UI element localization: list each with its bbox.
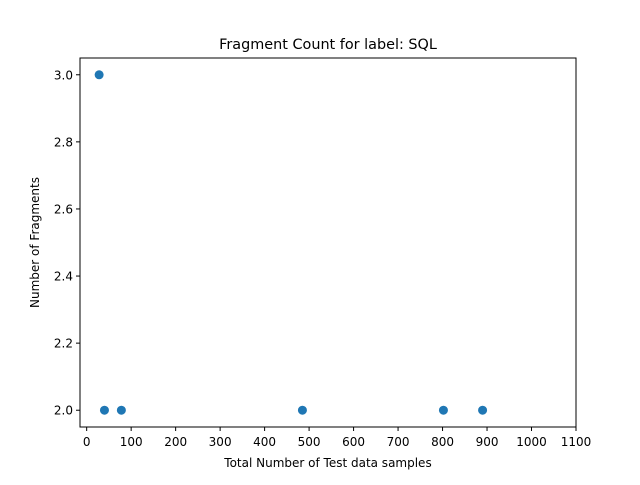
chart-title: Fragment Count for label: SQL: [219, 37, 437, 53]
y-axis-ticks: 2.0 2.2 2.4 2.6 2.8 3.0: [54, 68, 80, 418]
x-tick-label: 1000: [516, 435, 547, 449]
x-axis-label: Total Number of Test data samples: [223, 456, 431, 470]
y-tick-label: 2.2: [54, 337, 73, 351]
y-tick-label: 2.4: [54, 270, 73, 284]
x-tick-label: 300: [209, 435, 232, 449]
x-tick-label: 700: [387, 435, 410, 449]
data-point-2: [99, 405, 109, 415]
data-point-4: [297, 405, 307, 415]
y-tick-label: 2.8: [54, 135, 73, 149]
y-tick-label: 2.0: [54, 404, 73, 418]
x-tick-label: 1100: [561, 435, 592, 449]
x-tick-label: 600: [342, 435, 365, 449]
x-tick-label: 900: [476, 435, 499, 449]
data-point-5: [438, 405, 448, 415]
points-layer: [94, 70, 488, 415]
plot-area-frame: [79, 57, 577, 428]
x-tick-label: 200: [164, 435, 187, 449]
data-point-6: [478, 405, 488, 415]
x-tick-label: 400: [253, 435, 276, 449]
x-tick-label: 800: [431, 435, 454, 449]
x-tick-label: 0: [83, 435, 91, 449]
data-point-3: [116, 405, 126, 415]
y-axis-label: Number of Fragments: [28, 177, 42, 308]
data-point-1: [94, 70, 104, 80]
x-axis-ticks: 0 100 200 300 400 500 600 700 800 900 1000 1100: [83, 427, 591, 449]
x-tick-label: 100: [120, 435, 143, 449]
x-tick-label: 500: [298, 435, 321, 449]
y-tick-label: 3.0: [54, 68, 73, 82]
y-tick-label: 2.6: [54, 202, 73, 216]
